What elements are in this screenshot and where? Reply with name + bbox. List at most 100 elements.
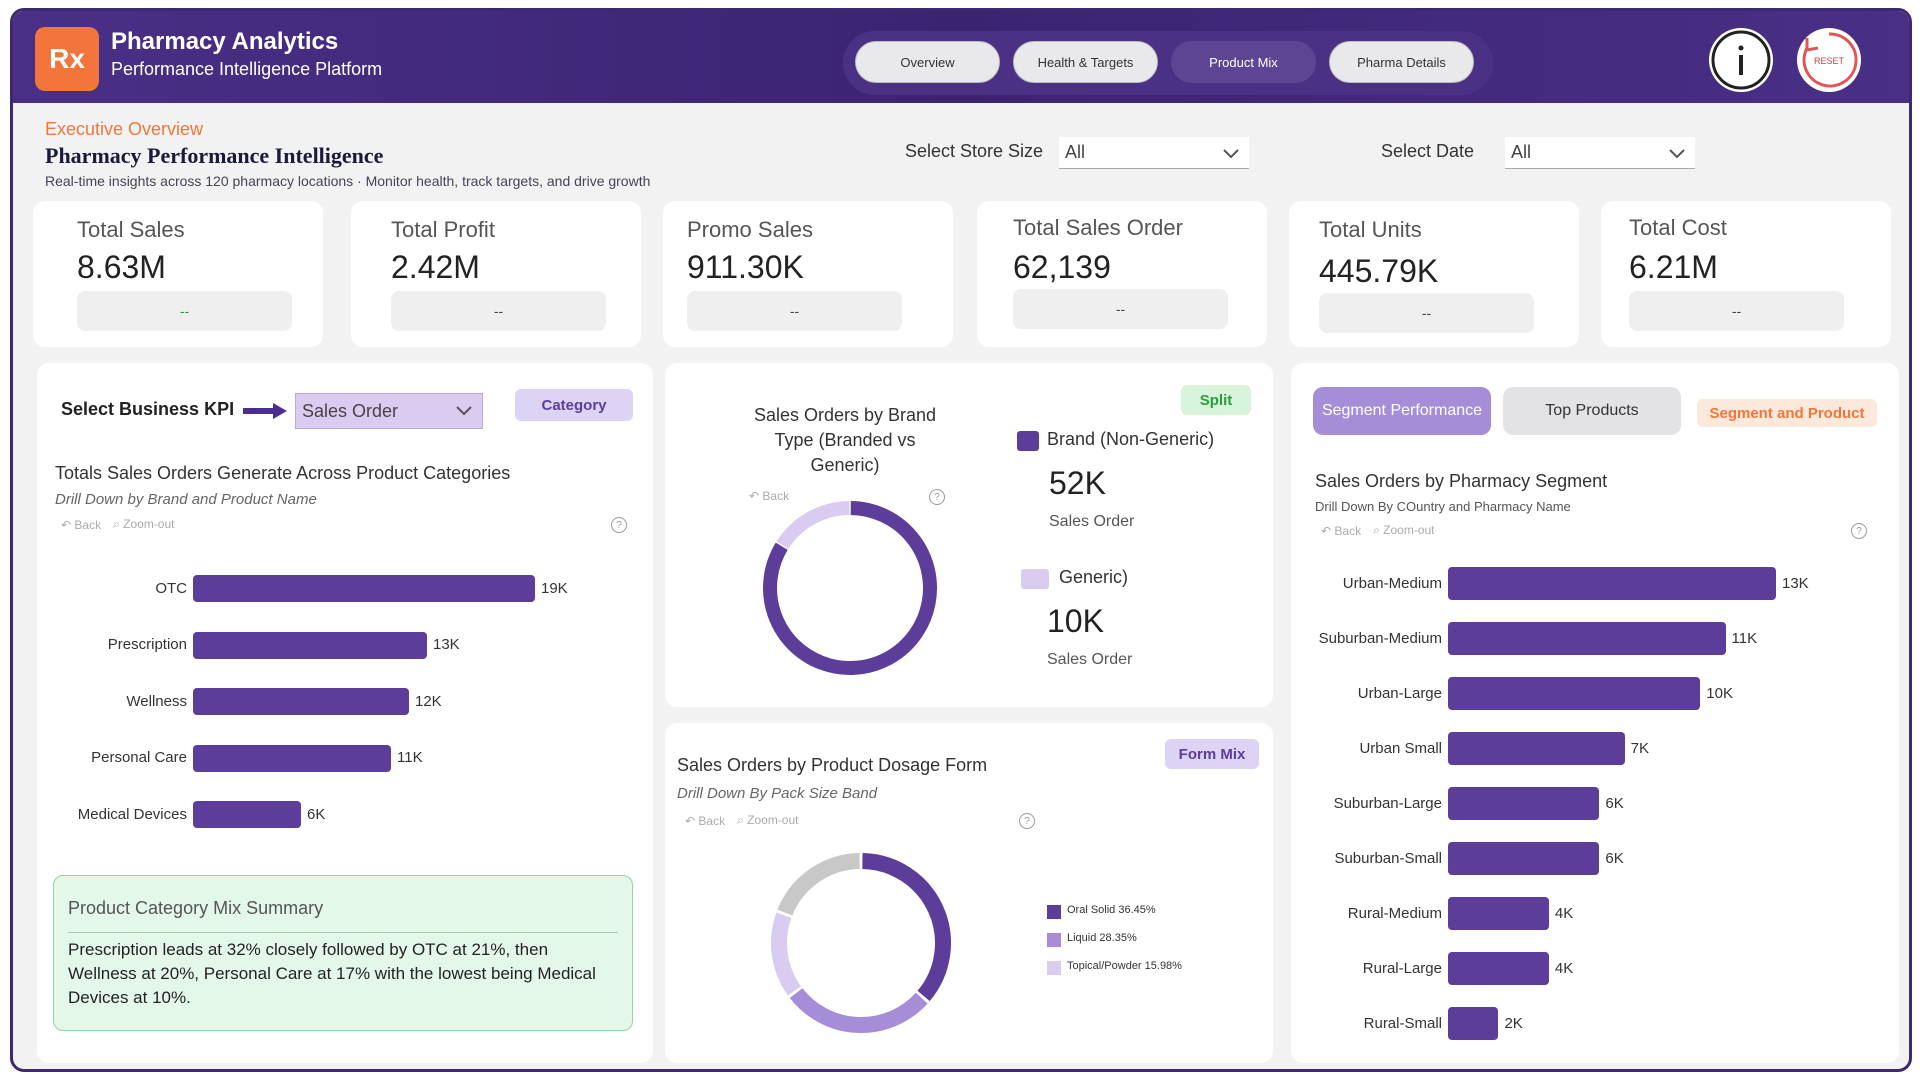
- kpi-label: Promo Sales: [687, 217, 813, 242]
- back-button[interactable]: ↶ Back: [1321, 523, 1362, 538]
- bar[interactable]: [1448, 842, 1600, 875]
- bar-value-label: 4K: [1554, 904, 1574, 922]
- bar-value-label: 13K: [1782, 574, 1809, 592]
- bar-value-label: 12K: [415, 692, 442, 710]
- help-icon[interactable]: ?: [1851, 523, 1867, 539]
- bar[interactable]: [1448, 732, 1625, 765]
- store-size-select[interactable]: All: [1059, 137, 1249, 169]
- category-panel: Select Business KPI Sales Order Category…: [37, 363, 653, 1063]
- store-size-value: All: [1065, 142, 1086, 162]
- summary-divider: [68, 932, 618, 933]
- kpi-select-label: Select Business KPI: [61, 399, 235, 419]
- chevron-down-icon: [1669, 149, 1685, 159]
- legend-swatch-generic: [1021, 569, 1049, 589]
- zoom-out-button[interactable]: ⌕ Zoom-out: [1373, 523, 1435, 537]
- bar[interactable]: [1448, 897, 1549, 930]
- kpi-select-value: Sales Order: [302, 400, 399, 421]
- bar-value-label: 11K: [397, 749, 423, 766]
- dashboard-frame: Rx Pharmacy Analytics Performance Intell…: [10, 8, 1912, 1072]
- bar[interactable]: [193, 631, 427, 659]
- bar[interactable]: [1448, 1007, 1499, 1040]
- bar[interactable]: [1448, 952, 1549, 985]
- reset-label: RESET: [1814, 56, 1845, 66]
- bar[interactable]: [1448, 622, 1726, 655]
- back-label: Back: [1334, 523, 1362, 538]
- nav-health-targets[interactable]: Health & Targets: [1013, 41, 1158, 83]
- bar[interactable]: [1448, 567, 1776, 600]
- legend-label: Oral Solid 36.45%: [1067, 904, 1156, 916]
- help-icon[interactable]: ?: [929, 489, 945, 505]
- summary-text: Prescription leads at 32% closely follow…: [68, 940, 596, 1007]
- nav-product-mix[interactable]: Product Mix: [1171, 41, 1316, 83]
- legend-swatch: [1047, 961, 1061, 975]
- page-eyebrow: Executive Overview: [45, 119, 204, 139]
- nav-overview[interactable]: Overview: [855, 41, 1000, 83]
- bar-value-label: 6K: [1605, 849, 1624, 867]
- bar-label: Rural-Small: [1363, 1014, 1442, 1032]
- brand-unit: Sales Order: [1049, 513, 1135, 530]
- donut-slice[interactable]: [771, 912, 802, 996]
- legend-label-brand: Brand (Non-Generic): [1047, 429, 1215, 449]
- back-label: Back: [762, 489, 790, 503]
- info-button[interactable]: [1709, 28, 1773, 92]
- nav-pharma-details[interactable]: Pharma Details: [1329, 41, 1474, 83]
- kpi-trend: --: [77, 291, 292, 331]
- donut-slice[interactable]: [776, 501, 850, 550]
- kpi-card-total-units: Total Units 445.79K --: [1289, 201, 1579, 347]
- dosage-donut-chart: [771, 853, 951, 1033]
- donut-slice[interactable]: [763, 501, 937, 675]
- arrow-right-icon: [243, 403, 287, 419]
- zoom-out-button[interactable]: ⌕ Zoom-out: [737, 813, 799, 827]
- generic-value: 10K: [1047, 603, 1104, 639]
- date-select[interactable]: All: [1505, 137, 1695, 169]
- segment-chart-title: Sales Orders by Pharmacy Segment: [1315, 471, 1608, 491]
- donut-slice-other[interactable]: [777, 853, 860, 916]
- kpi-select[interactable]: Sales Order: [295, 393, 483, 429]
- kpi-value: 8.63M: [77, 249, 166, 285]
- legend-label-generic: Generic): [1059, 567, 1129, 587]
- kpi-trend: --: [1629, 291, 1844, 331]
- bar-value-label: 7K: [1630, 739, 1649, 757]
- generic-unit: Sales Order: [1047, 651, 1133, 668]
- donut-slice[interactable]: [789, 988, 928, 1033]
- zoom-out-label: Zoom-out: [747, 813, 799, 827]
- legend-label: Topical/Powder 15.98%: [1067, 960, 1182, 972]
- bar-label: Suburban-Medium: [1318, 629, 1442, 647]
- bar-label: Medical Devices: [77, 805, 187, 823]
- bar-value-label: 2K: [1504, 1014, 1523, 1032]
- kpi-trend: --: [1319, 293, 1534, 333]
- bar[interactable]: [193, 744, 391, 772]
- tab-top-products[interactable]: Top Products: [1503, 387, 1681, 435]
- split-tag: Split: [1181, 385, 1251, 415]
- help-icon[interactable]: ?: [1019, 813, 1035, 829]
- back-button[interactable]: ↶ Back: [749, 489, 790, 503]
- bar-value-label: 19K: [541, 579, 568, 597]
- bar-label: Urban Small: [1359, 739, 1442, 757]
- reset-button[interactable]: RESET: [1797, 28, 1861, 92]
- donut-slice[interactable]: [862, 853, 951, 1002]
- bar-label: Rural-Large: [1362, 959, 1442, 977]
- bar[interactable]: [193, 575, 535, 602]
- page-subtitle: Real-time insights across 120 pharmacy l…: [45, 173, 651, 189]
- back-button[interactable]: ↶ Back: [685, 813, 726, 828]
- bar-label: Personal Care: [91, 749, 187, 766]
- zoom-out-button[interactable]: ⌕ Zoom-out: [113, 517, 175, 531]
- tab-segment-performance[interactable]: Segment Performance: [1313, 387, 1491, 435]
- zoom-out-label: Zoom-out: [1383, 523, 1435, 537]
- bar[interactable]: [193, 688, 409, 715]
- bar-label: Rural-Medium: [1347, 904, 1442, 922]
- brand-chart-tools: ↶ Back: [749, 489, 789, 503]
- nav-bar: Overview Health & Targets Product Mix Ph…: [843, 31, 1493, 95]
- help-icon[interactable]: ?: [611, 517, 627, 533]
- kpi-label: Total Profit: [391, 217, 495, 242]
- back-button[interactable]: ↶ Back: [61, 517, 102, 532]
- bar[interactable]: [1448, 787, 1600, 820]
- dosage-chart-subtitle: Drill Down By Pack Size Band: [677, 785, 878, 802]
- category-chart-subtitle: Drill Down by Brand and Product Name: [55, 491, 317, 508]
- bar-value-label: 4K: [1554, 959, 1574, 977]
- bar[interactable]: [193, 801, 301, 828]
- back-label: Back: [74, 517, 102, 532]
- kpi-value: 6.21M: [1629, 249, 1718, 285]
- bar[interactable]: [1448, 677, 1701, 710]
- kpi-card-promo-sales: Promo Sales 911.30K --: [663, 201, 953, 347]
